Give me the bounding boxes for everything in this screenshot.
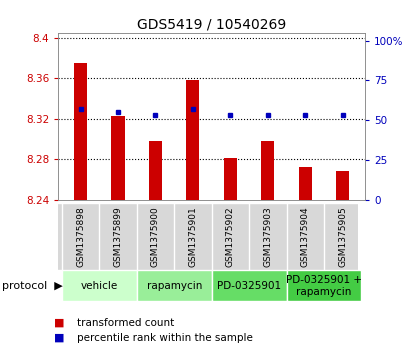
Text: percentile rank within the sample: percentile rank within the sample [77, 333, 253, 343]
Text: transformed count: transformed count [77, 318, 174, 328]
Bar [74, 63, 87, 200]
Text: PD-0325901: PD-0325901 [217, 281, 281, 291]
Text: GSM1375901: GSM1375901 [188, 207, 198, 267]
Bar [186, 80, 200, 200]
Bar [286, 270, 361, 301]
Text: GSM1375898: GSM1375898 [76, 207, 85, 267]
Bar [299, 167, 312, 200]
Bar [261, 141, 274, 200]
Bar [149, 141, 162, 200]
Bar [212, 270, 286, 301]
Text: protocol  ▶: protocol ▶ [2, 281, 63, 291]
Bar [224, 158, 237, 200]
Text: GSM1375902: GSM1375902 [226, 207, 235, 267]
Text: GSM1375904: GSM1375904 [301, 207, 310, 267]
Text: ■: ■ [54, 318, 64, 328]
Bar [137, 270, 212, 301]
Bar [62, 270, 137, 301]
Bar [112, 116, 124, 200]
Text: rapamycin: rapamycin [146, 281, 202, 291]
Text: vehicle: vehicle [81, 281, 118, 291]
Text: GSM1375900: GSM1375900 [151, 207, 160, 267]
Text: ■: ■ [54, 333, 64, 343]
Text: GSM1375899: GSM1375899 [114, 207, 122, 267]
Title: GDS5419 / 10540269: GDS5419 / 10540269 [137, 17, 286, 32]
Text: GSM1375905: GSM1375905 [338, 207, 347, 267]
Bar [336, 171, 349, 200]
Text: GSM1375903: GSM1375903 [264, 207, 272, 267]
Text: PD-0325901 +
rapamycin: PD-0325901 + rapamycin [286, 275, 362, 297]
